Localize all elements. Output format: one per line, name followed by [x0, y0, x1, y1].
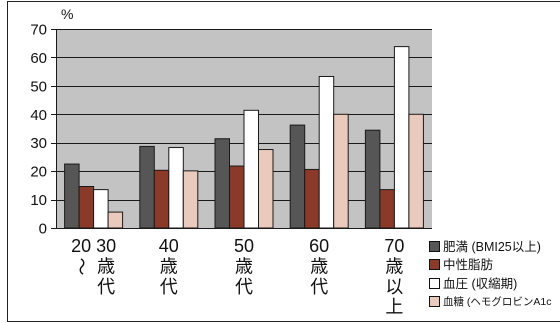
bar: [214, 138, 230, 229]
legend-label: 血圧 (収縮期): [443, 276, 518, 291]
legend-item-obesity: 肥満 (BMI25以上): [428, 238, 559, 256]
x-tick-label-part: 70: [384, 236, 404, 256]
bar: [408, 113, 424, 229]
x-tick-label-part: 20: [71, 236, 91, 256]
y-tick-label: 10: [30, 192, 47, 209]
legend-label: 中性脂肪: [443, 258, 494, 273]
bar: [318, 75, 335, 229]
x-tick-label-part: 代: [310, 277, 328, 297]
x-tick-label-part: 代: [235, 277, 253, 297]
y-tick-label: 0: [39, 221, 47, 238]
legend-label: 血糖 (ヘモグロビンA1c: [443, 296, 552, 309]
x-tick-label-part: 代: [160, 277, 178, 297]
legend-item-triglyceride: 中性脂肪: [428, 256, 559, 274]
y-tick-label: 40: [30, 107, 47, 124]
y-tick-label: 30: [30, 135, 47, 152]
bar: [78, 185, 95, 229]
figure-frame: [7, 1, 560, 322]
x-tick-label-part: 40: [159, 236, 179, 256]
legend-swatch: [429, 296, 440, 308]
y-axis-unit: %: [61, 6, 73, 22]
legend-label: 肥満 (BMI25以上): [443, 240, 541, 254]
legend: 肥満 (BMI25以上) 中性脂肪 血圧 (収縮期) 血糖 (ヘモグロビンA1c: [428, 238, 559, 312]
bar: [364, 129, 381, 229]
bars: [64, 46, 424, 229]
bar: [229, 165, 245, 229]
y-tick-label: 20: [30, 164, 47, 181]
legend-swatch: [429, 277, 440, 289]
x-tick-label-part: 60: [309, 236, 329, 256]
x-tick-label-part: 歳: [310, 257, 328, 277]
x-tick-label-part: 30: [96, 236, 116, 256]
bar: [93, 189, 109, 229]
x-tick-label-part: 歳: [385, 257, 403, 277]
x-tick-label-part: 50: [234, 236, 254, 256]
bar: [379, 189, 395, 229]
bar: [64, 163, 80, 229]
bar: [258, 149, 274, 229]
legend-swatch: [429, 241, 440, 252]
bar: [393, 46, 410, 229]
axes: 0 10 20 30 40 50 60 70: [30, 22, 432, 238]
x-tick-label-part: 〜: [71, 258, 91, 276]
bar: [333, 113, 349, 229]
bar: [168, 147, 184, 229]
x-tick-label-part: 代: [97, 277, 115, 297]
y-tick-label: 60: [30, 50, 47, 67]
x-tick-label-part: 歳: [97, 257, 115, 277]
bar: [289, 124, 306, 229]
bar: [304, 168, 320, 229]
x-tick-label-part: 以: [385, 277, 403, 297]
y-tick-label: 50: [30, 78, 47, 95]
x-tick-label-part: 上: [385, 297, 403, 317]
bar: [107, 211, 124, 229]
x-tick-label: 20 30 〜 歳代: [71, 236, 116, 297]
bar: [139, 145, 155, 229]
bar: [182, 170, 199, 229]
x-tick-label-part: 歳: [160, 257, 178, 277]
x-tick-label-part: 歳: [235, 257, 253, 277]
legend-item-blood-sugar: 血糖 (ヘモグロビンA1c: [428, 293, 559, 311]
bar: [243, 109, 259, 229]
y-tick-label: 70: [30, 22, 47, 39]
bar: [153, 169, 170, 229]
legend-swatch: [429, 259, 440, 271]
legend-item-blood-pressure: 血圧 (収縮期): [428, 275, 559, 293]
